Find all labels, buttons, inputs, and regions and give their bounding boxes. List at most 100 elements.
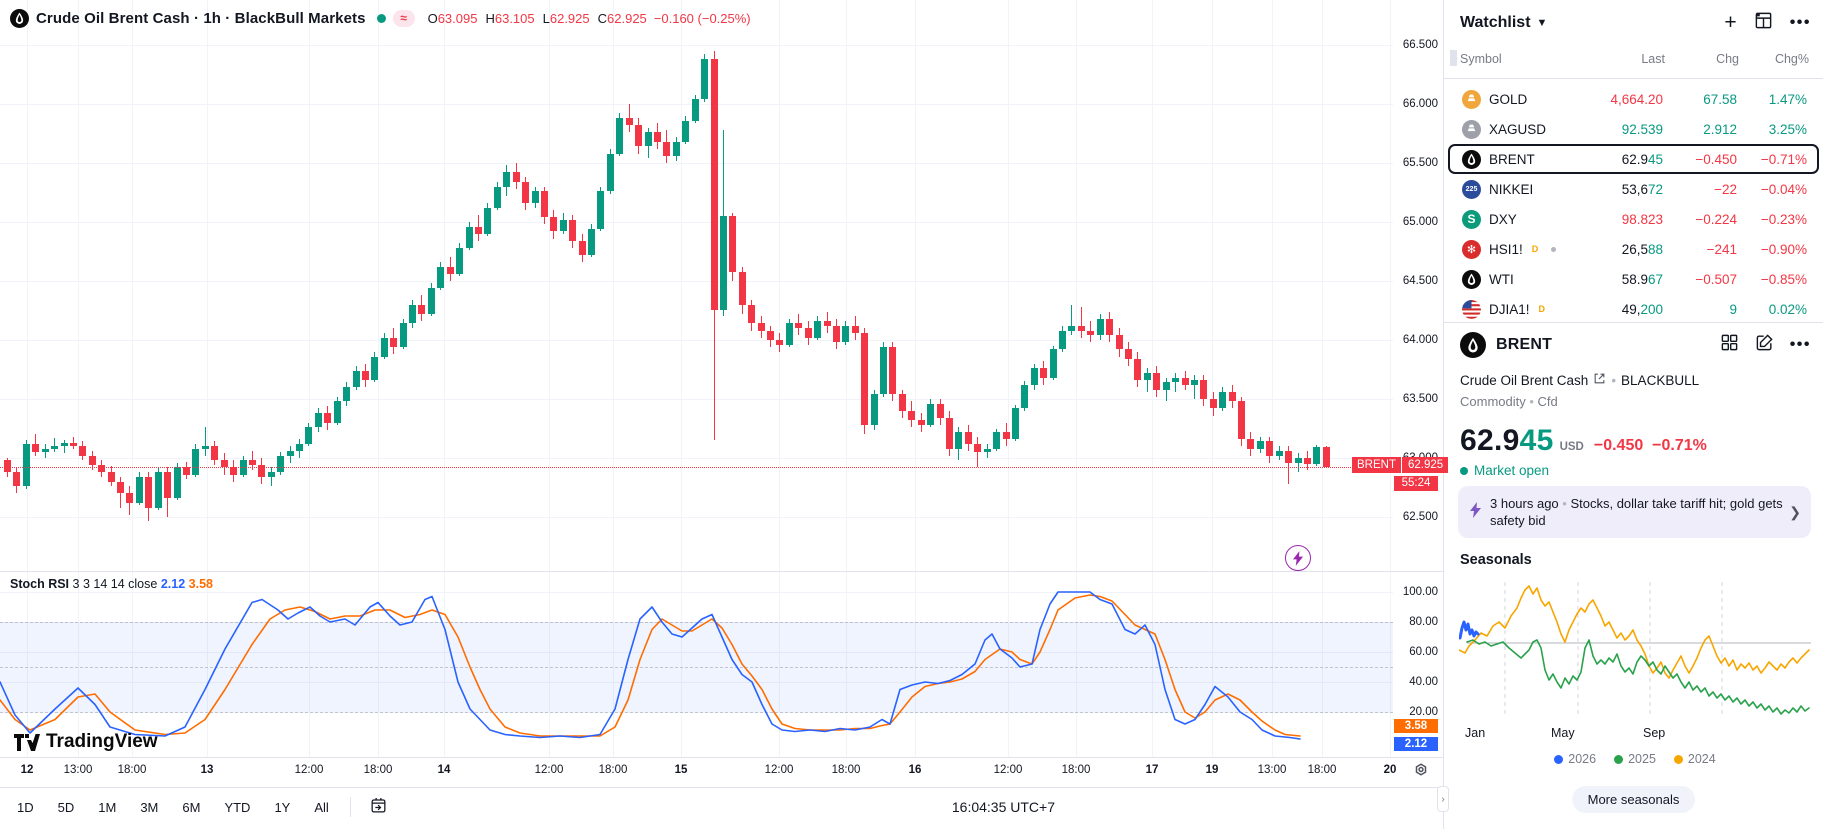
candle[interactable]: [164, 472, 172, 499]
candle[interactable]: [1275, 450, 1283, 456]
candle[interactable]: [559, 219, 567, 232]
candle[interactable]: [1219, 391, 1227, 409]
candle[interactable]: [98, 465, 106, 473]
candle[interactable]: [710, 59, 718, 311]
candle[interactable]: [719, 216, 727, 311]
candle[interactable]: [418, 304, 426, 315]
candle[interactable]: [503, 172, 511, 187]
axis-settings-gear-icon[interactable]: [1412, 762, 1432, 782]
candle[interactable]: [974, 443, 982, 453]
watchlist-row-djia1[interactable]: DJIA1! D 49,200 9 0.02%: [1448, 294, 1819, 324]
candle[interactable]: [154, 472, 162, 508]
candle[interactable]: [644, 132, 652, 147]
candle[interactable]: [88, 455, 96, 466]
candle[interactable]: [861, 332, 869, 425]
add-symbol-icon[interactable]: +: [1724, 11, 1737, 34]
candle[interactable]: [522, 181, 530, 204]
candle[interactable]: [936, 403, 944, 418]
candle[interactable]: [964, 432, 972, 444]
candle[interactable]: [946, 417, 953, 449]
candle[interactable]: [399, 323, 407, 348]
candle[interactable]: [625, 118, 633, 126]
candle[interactable]: [230, 467, 238, 475]
candle[interactable]: [606, 153, 614, 192]
chevron-down-icon[interactable]: ▼: [1536, 17, 1548, 29]
candle[interactable]: [616, 118, 624, 154]
candle[interactable]: [201, 446, 209, 449]
candle[interactable]: [1011, 408, 1019, 440]
candle[interactable]: [738, 271, 746, 305]
tradingview-logo[interactable]: TradingView: [14, 731, 158, 753]
candle[interactable]: [475, 226, 482, 234]
candle[interactable]: [814, 321, 822, 338]
candle[interactable]: [635, 125, 643, 147]
candle[interactable]: [1228, 391, 1236, 402]
range-button-1m[interactable]: 1M: [98, 799, 117, 815]
candle[interactable]: [1181, 377, 1189, 385]
candle[interactable]: [1322, 446, 1330, 467]
candle[interactable]: [60, 442, 68, 447]
candle[interactable]: [1021, 384, 1029, 409]
candle[interactable]: [371, 356, 379, 381]
candle[interactable]: [126, 493, 134, 503]
candle[interactable]: [352, 370, 360, 388]
legend-item-2026[interactable]: 2026: [1554, 752, 1596, 766]
candle[interactable]: [51, 446, 59, 449]
candle[interactable]: [361, 370, 369, 381]
external-link-icon[interactable]: [1593, 372, 1606, 388]
candle[interactable]: [1313, 446, 1321, 464]
candle[interactable]: [767, 330, 775, 340]
range-button-ytd[interactable]: YTD: [224, 799, 251, 815]
broker-name[interactable]: BLACKBULL: [1621, 372, 1700, 388]
candle[interactable]: [446, 266, 454, 274]
range-button-5d[interactable]: 5D: [57, 799, 75, 815]
watchlist-row-dxy[interactable]: S DXY 98.823 −0.224 −0.23%: [1448, 204, 1819, 234]
range-button-all[interactable]: All: [314, 799, 329, 815]
symbol-full-name[interactable]: Crude Oil Brent Cash: [1460, 372, 1589, 388]
candle[interactable]: [107, 472, 115, 482]
detail-more-icon[interactable]: •••: [1789, 336, 1811, 353]
candle[interactable]: [1059, 330, 1067, 350]
chart-title[interactable]: Crude Oil Brent Cash · 1h · BlackBull Ma…: [36, 9, 366, 27]
candle[interactable]: [1266, 441, 1274, 456]
watchlist-title[interactable]: Watchlist: [1460, 14, 1531, 31]
candle[interactable]: [4, 460, 11, 473]
candle[interactable]: [1143, 373, 1151, 381]
candle[interactable]: [1049, 349, 1057, 378]
range-button-6m[interactable]: 6M: [182, 799, 201, 815]
candle[interactable]: [898, 394, 906, 411]
candle[interactable]: [248, 460, 256, 466]
candle[interactable]: [1209, 399, 1217, 409]
pane-separator[interactable]: [0, 571, 1443, 572]
candle[interactable]: [117, 481, 125, 494]
legend-item-2024[interactable]: 2024: [1673, 752, 1716, 766]
candle[interactable]: [324, 413, 332, 423]
candle[interactable]: [569, 219, 577, 241]
news-banner[interactable]: 3 hours ago • Stocks, dollar take tariff…: [1458, 486, 1811, 538]
legend-item-2025[interactable]: 2025: [1614, 752, 1656, 766]
clock[interactable]: 16:04:35 UTC+7: [951, 799, 1055, 815]
candle[interactable]: [531, 191, 539, 204]
candle[interactable]: [748, 304, 756, 324]
candle[interactable]: [343, 387, 351, 402]
candle[interactable]: [1294, 458, 1302, 463]
candle[interactable]: [1285, 450, 1293, 463]
candle[interactable]: [267, 472, 275, 477]
candle[interactable]: [465, 226, 473, 248]
candle[interactable]: [1124, 349, 1132, 359]
candle[interactable]: [993, 432, 1001, 449]
watchlist-row-hsi1[interactable]: ✻ HSI1! D 26,588 −241 −0.90%: [1448, 234, 1819, 264]
watchlist-row-xagusd[interactable]: XAGUSD 92.539 2.912 3.25%: [1448, 114, 1819, 144]
edit-note-icon[interactable]: [1755, 333, 1774, 357]
candle[interactable]: [286, 450, 294, 456]
column-symbol[interactable]: Symbol: [1460, 52, 1502, 66]
candle[interactable]: [917, 420, 925, 425]
candle[interactable]: [427, 288, 435, 315]
candle[interactable]: [1303, 458, 1311, 464]
candle[interactable]: [880, 347, 888, 395]
watchlist-more-icon[interactable]: •••: [1789, 14, 1811, 31]
candle[interactable]: [305, 427, 313, 444]
candle[interactable]: [1153, 373, 1161, 390]
candle[interactable]: [851, 325, 859, 333]
candle[interactable]: [380, 337, 388, 357]
